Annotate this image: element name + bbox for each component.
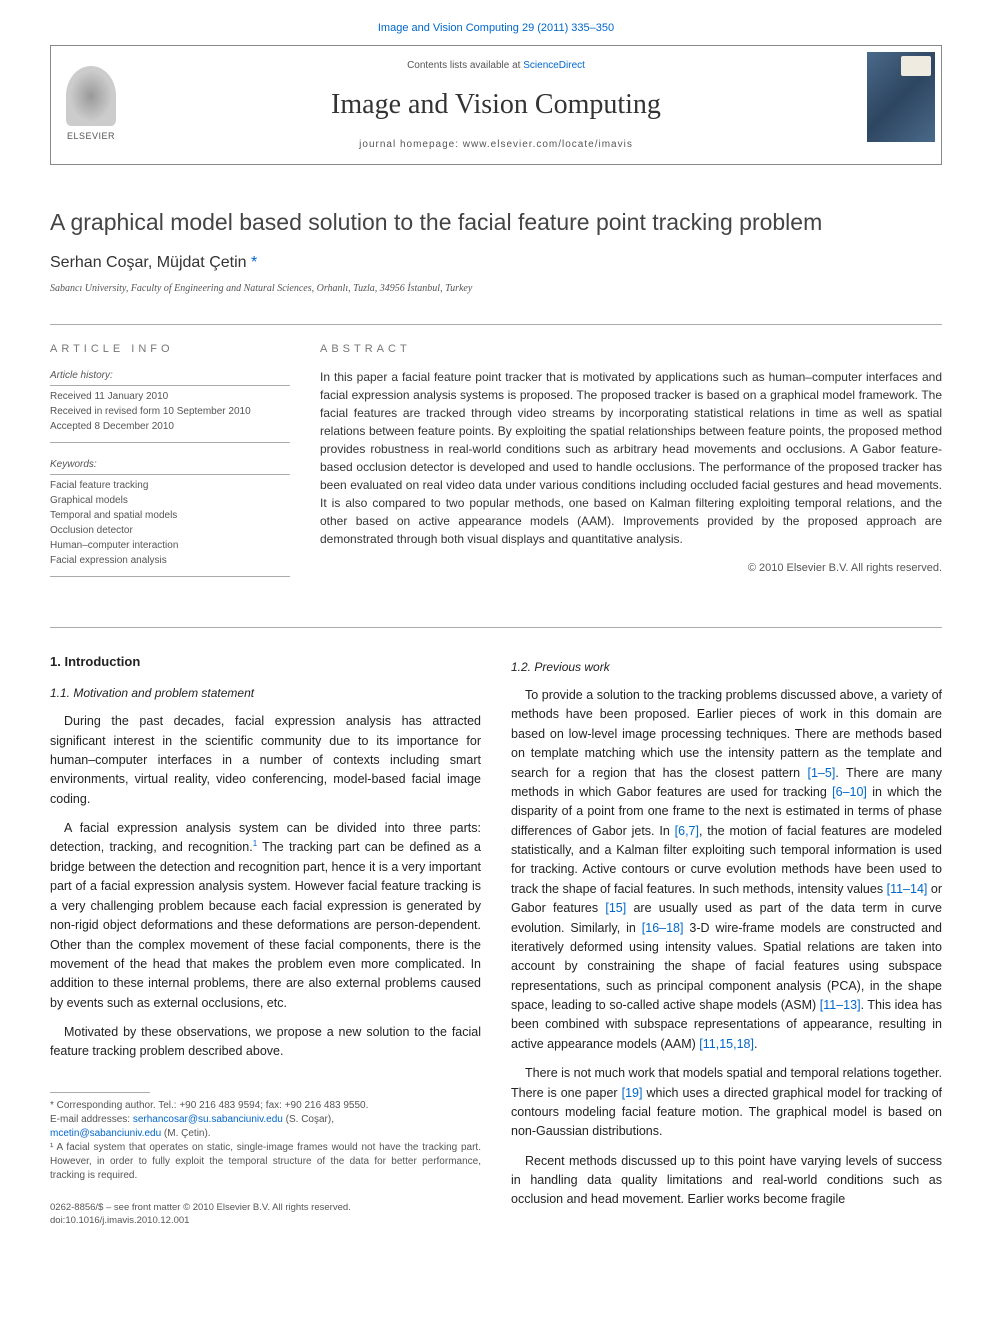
keyword: Occlusion detector xyxy=(50,525,133,536)
contents-prefix: Contents lists available at xyxy=(407,60,523,71)
paragraph: To provide a solution to the tracking pr… xyxy=(511,686,942,1054)
email-link[interactable]: mcetin@sabanciuniv.edu xyxy=(50,1128,161,1139)
sciencedirect-link[interactable]: ScienceDirect xyxy=(523,60,585,71)
citation-link[interactable]: [1–5] xyxy=(808,766,836,780)
keyword: Human–computer interaction xyxy=(50,540,178,551)
citation-link[interactable]: [11–13] xyxy=(820,998,861,1012)
right-column: 1.2. Previous work To provide a solution… xyxy=(511,652,942,1228)
header-center: Contents lists available at ScienceDirec… xyxy=(131,46,861,164)
corresponding-author: * Corresponding author. Tel.: +90 216 48… xyxy=(50,1099,481,1113)
history-accepted: Accepted 8 December 2010 xyxy=(50,421,174,432)
abstract-text: In this paper a facial feature point tra… xyxy=(320,368,942,548)
paragraph: Recent methods discussed up to this poin… xyxy=(511,1152,942,1210)
paper-title: A graphical model based solution to the … xyxy=(50,205,942,240)
article-info: article info Article history: Received 1… xyxy=(50,341,290,591)
author-names: Serhan Coşar, Müjdat Çetin xyxy=(50,254,251,271)
journal-cover xyxy=(861,46,941,164)
email-who: (S. Coşar), xyxy=(283,1114,334,1125)
citation-link[interactable]: [15] xyxy=(605,901,626,915)
citation-link[interactable]: [11,15,18] xyxy=(699,1037,754,1051)
journal-header: ELSEVIER Contents lists available at Sci… xyxy=(50,45,942,165)
bottom-info: 0262-8856/$ – see front matter © 2010 El… xyxy=(50,1201,481,1228)
paragraph: A facial expression analysis system can … xyxy=(50,819,481,1013)
abstract-column: abstract In this paper a facial feature … xyxy=(320,341,942,591)
journal-citation[interactable]: Image and Vision Computing 29 (2011) 335… xyxy=(50,20,942,37)
corresponding-star-icon[interactable]: * xyxy=(251,254,257,271)
cover-image-icon xyxy=(867,52,935,142)
journal-homepage: journal homepage: www.elsevier.com/locat… xyxy=(151,137,841,152)
elsevier-label: ELSEVIER xyxy=(67,130,115,144)
paragraph: Motivated by these observations, we prop… xyxy=(50,1023,481,1062)
abstract-copyright: © 2010 Elsevier B.V. All rights reserved… xyxy=(320,560,942,577)
article-info-heading: article info xyxy=(50,341,290,358)
section-1-heading: 1. Introduction xyxy=(50,652,481,672)
footnote-1: ¹ A facial system that operates on stati… xyxy=(50,1141,481,1183)
citation-link[interactable]: [6–10] xyxy=(832,785,867,799)
body-columns: 1. Introduction 1.1. Motivation and prob… xyxy=(50,627,942,1228)
subsection-1-2-heading: 1.2. Previous work xyxy=(511,658,942,677)
left-column: 1. Introduction 1.1. Motivation and prob… xyxy=(50,652,481,1228)
elsevier-tree-icon xyxy=(66,66,116,126)
history-revised: Received in revised form 10 September 20… xyxy=(50,406,251,417)
keyword: Temporal and spatial models xyxy=(50,510,177,521)
paragraph: There is not much work that models spati… xyxy=(511,1064,942,1142)
email-who: (M. Çetin). xyxy=(161,1128,210,1139)
emails-label: E-mail addresses: xyxy=(50,1114,133,1125)
subsection-1-1-heading: 1.1. Motivation and problem statement xyxy=(50,684,481,703)
email-link[interactable]: serhancosar@su.sabanciuniv.edu xyxy=(133,1114,283,1125)
citation-link[interactable]: [6,7] xyxy=(675,824,699,838)
keyword: Facial feature tracking xyxy=(50,480,148,491)
authors: Serhan Coşar, Müjdat Çetin * xyxy=(50,251,942,275)
citation-link[interactable]: [11–14] xyxy=(887,882,928,896)
info-abstract-row: article info Article history: Received 1… xyxy=(50,324,942,591)
citation-link[interactable]: [16–18] xyxy=(642,921,684,935)
contents-available: Contents lists available at ScienceDirec… xyxy=(151,58,841,73)
journal-title: Image and Vision Computing xyxy=(151,84,841,126)
keywords-block: Keywords: Facial feature tracking Graphi… xyxy=(50,457,290,577)
footnotes: * Corresponding author. Tel.: +90 216 48… xyxy=(50,1099,481,1183)
elsevier-logo: ELSEVIER xyxy=(51,46,131,164)
keyword: Facial expression analysis xyxy=(50,555,167,566)
para-text: The tracking part can be defined as a br… xyxy=(50,841,481,1010)
email-addresses: E-mail addresses: serhancosar@su.sabanci… xyxy=(50,1113,481,1141)
abstract-heading: abstract xyxy=(320,341,942,358)
keywords-label: Keywords: xyxy=(50,457,290,475)
paragraph: During the past decades, facial expressi… xyxy=(50,712,481,809)
article-history: Article history: Received 11 January 201… xyxy=(50,368,290,443)
doi[interactable]: doi:10.1016/j.imavis.2010.12.001 xyxy=(50,1214,481,1227)
affiliation: Sabancı University, Faculty of Engineeri… xyxy=(50,281,942,296)
history-label: Article history: xyxy=(50,368,290,386)
front-matter: 0262-8856/$ – see front matter © 2010 El… xyxy=(50,1201,481,1214)
footnote-separator xyxy=(50,1092,150,1093)
history-received: Received 11 January 2010 xyxy=(50,391,168,402)
citation-link[interactable]: [19] xyxy=(622,1086,643,1100)
keyword: Graphical models xyxy=(50,495,128,506)
